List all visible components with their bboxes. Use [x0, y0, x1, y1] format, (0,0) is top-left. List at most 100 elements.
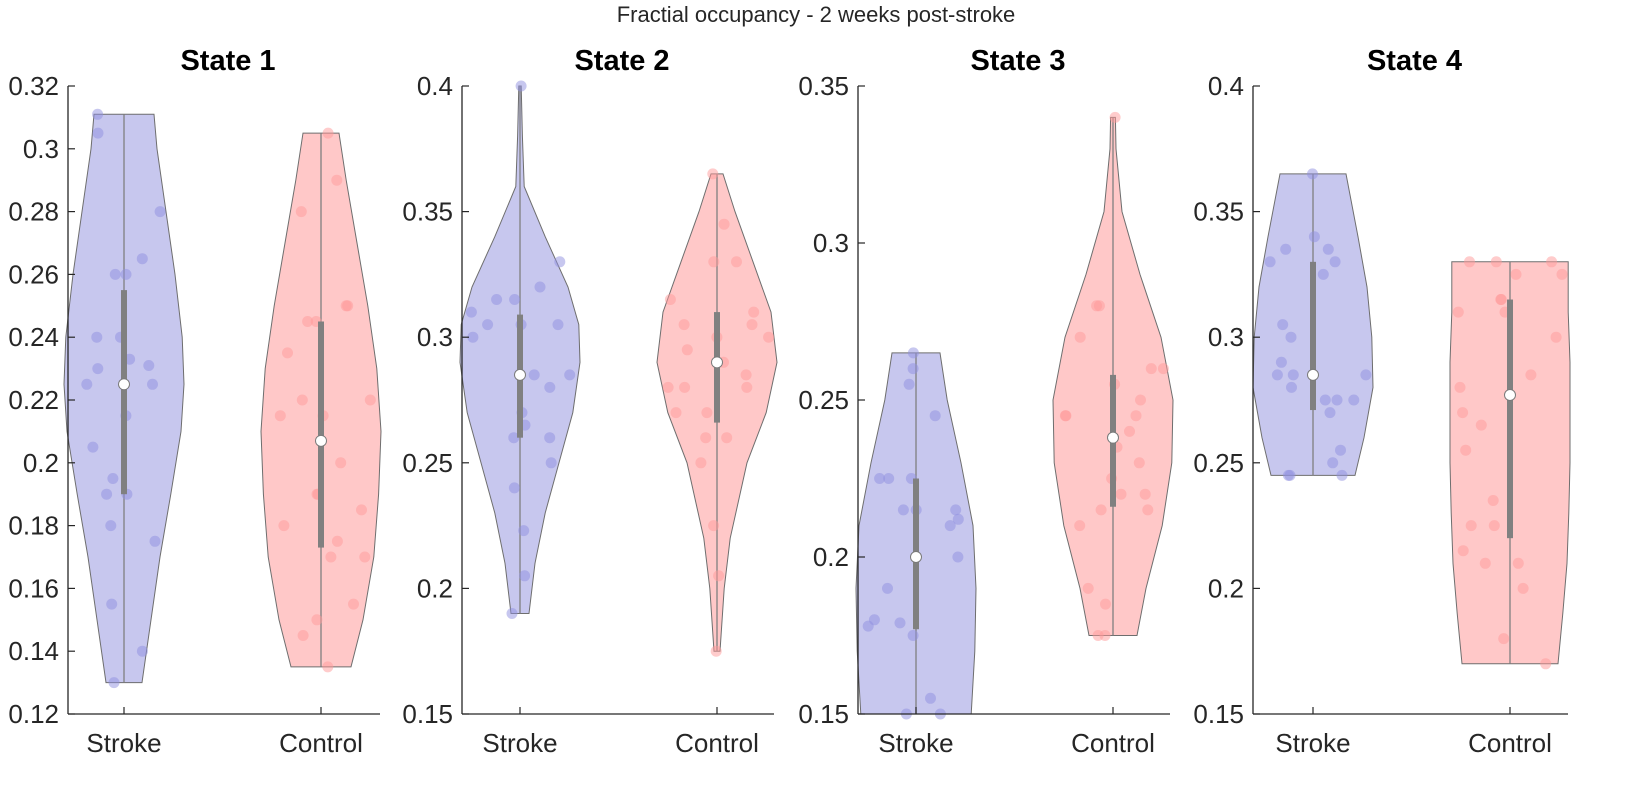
stroke-data-point [106, 598, 118, 610]
control-median-marker [1107, 431, 1119, 444]
y-tick-label: 0.15 [402, 699, 453, 729]
stroke-data-point [518, 525, 530, 537]
stroke-data-point [1336, 469, 1348, 481]
control-data-point [322, 127, 334, 139]
stroke-data-point [1319, 394, 1331, 406]
control-median-marker [315, 434, 327, 447]
control-data-point [710, 645, 722, 657]
control-data-point [331, 535, 343, 547]
control-data-point [322, 661, 334, 673]
panel-title: State 2 [574, 45, 669, 77]
stroke-iqr-box [1310, 261, 1316, 411]
x-tick-label: Stroke [1275, 728, 1350, 758]
stroke-data-point [903, 378, 915, 390]
stroke-data-point [101, 488, 113, 500]
control-data-point [746, 319, 758, 331]
y-tick-label: 0.26 [8, 259, 59, 289]
control-data-point [1139, 488, 1151, 500]
y-tick-label: 0.15 [1193, 699, 1244, 729]
control-data-point [356, 504, 367, 516]
stroke-data-point [1317, 268, 1329, 280]
control-data-point [763, 331, 775, 343]
stroke-data-point [108, 677, 120, 689]
control-data-point [1525, 369, 1537, 381]
control-data-point [1157, 363, 1169, 375]
control-data-point [302, 316, 314, 327]
control-data-point [1498, 633, 1510, 645]
y-tick-label: 0.25 [402, 448, 453, 478]
stroke-data-point [92, 363, 104, 375]
control-data-point [1095, 504, 1107, 516]
control-data-point [1074, 331, 1086, 343]
control-data-point [1495, 294, 1507, 305]
control-data-point [707, 168, 719, 180]
x-tick-label: Control [675, 728, 759, 758]
stroke-data-point [109, 268, 121, 280]
control-data-point [1512, 557, 1524, 569]
panel-title: State 1 [180, 45, 275, 77]
control-data-point [331, 174, 343, 186]
control-data-point [1082, 582, 1094, 594]
control-data-point [748, 306, 760, 318]
stroke-median-marker [910, 551, 922, 563]
control-data-point [1510, 268, 1522, 280]
y-tick-label: 0.16 [8, 573, 59, 603]
control-data-point [1100, 598, 1111, 610]
stroke-data-point [136, 645, 148, 657]
y-tick-label: 0.14 [8, 636, 59, 666]
stroke-data-point [882, 582, 893, 594]
control-data-point [1109, 111, 1121, 123]
control-data-point [1490, 256, 1502, 268]
x-tick-label: Stroke [878, 728, 953, 758]
control-data-point [1093, 300, 1105, 312]
stroke-data-point [862, 620, 874, 632]
y-tick-label: 0.25 [1193, 448, 1244, 478]
y-tick-label: 0.18 [8, 511, 59, 541]
figure-title: Fractial occupancy - 2 weeks post-stroke [616, 2, 1016, 27]
stroke-data-point [929, 410, 941, 422]
y-tick-label: 0.35 [798, 71, 849, 101]
control-iqr-box [318, 321, 324, 548]
control-data-point [664, 294, 676, 305]
stroke-data-point [1307, 168, 1318, 180]
y-tick-label: 0.35 [1193, 197, 1244, 227]
control-data-point [1457, 545, 1469, 557]
stroke-median-marker [1307, 368, 1319, 381]
control-data-point [1465, 520, 1477, 532]
y-tick-label: 0.25 [798, 385, 849, 415]
x-tick-label: Stroke [482, 728, 557, 758]
control-data-point [325, 551, 337, 563]
control-iqr-box [1507, 299, 1513, 539]
y-tick-label: 0.3 [1208, 322, 1244, 352]
control-data-point [1517, 582, 1529, 594]
stroke-data-point [1331, 394, 1343, 406]
control-data-point [1479, 557, 1491, 569]
stroke-data-point [1360, 369, 1372, 381]
stroke-data-point [544, 381, 556, 393]
control-data-point [713, 570, 725, 582]
control-data-point [670, 407, 682, 419]
stroke-data-point [105, 520, 117, 532]
x-tick-label: Control [279, 728, 363, 758]
stroke-data-point [1335, 444, 1346, 456]
control-data-point [335, 457, 347, 469]
y-tick-label: 0.15 [798, 699, 849, 729]
control-data-point [708, 256, 720, 268]
stroke-data-point [952, 551, 964, 563]
stroke-data-point [528, 369, 540, 381]
control-data-point [1454, 381, 1466, 393]
y-tick-label: 0.2 [417, 573, 453, 603]
control-data-point [721, 432, 733, 444]
stroke-data-point [143, 360, 155, 371]
y-tick-label: 0.3 [813, 228, 849, 258]
control-data-point [1133, 457, 1145, 469]
stroke-data-point [92, 127, 104, 139]
y-tick-label: 0.2 [1208, 573, 1244, 603]
x-tick-label: Control [1468, 728, 1552, 758]
stroke-data-point [509, 294, 521, 305]
control-data-point [1060, 410, 1072, 422]
stroke-data-point [154, 206, 166, 218]
control-data-point [1546, 256, 1558, 268]
stroke-data-point [147, 378, 158, 390]
stroke-data-point [1271, 369, 1283, 381]
